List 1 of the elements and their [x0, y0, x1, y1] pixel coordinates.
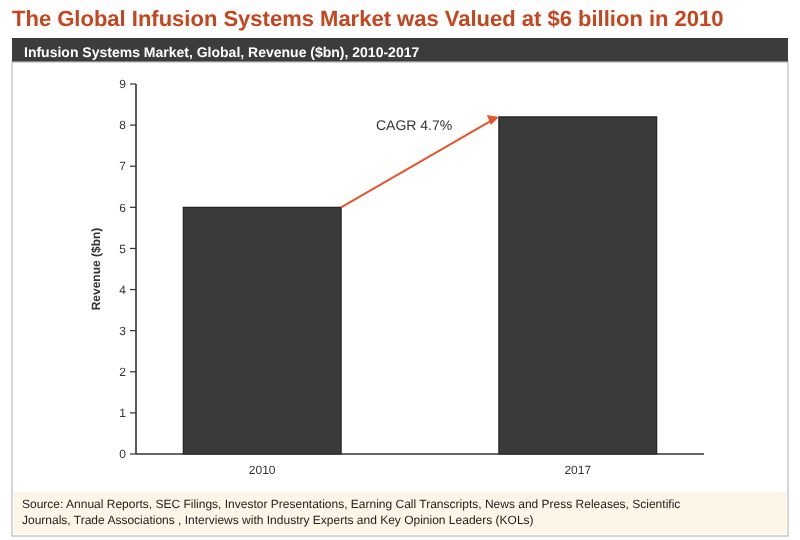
chart-title: The Global Infusion Systems Market was Valued at $6 billion in 2010 — [12, 8, 724, 32]
